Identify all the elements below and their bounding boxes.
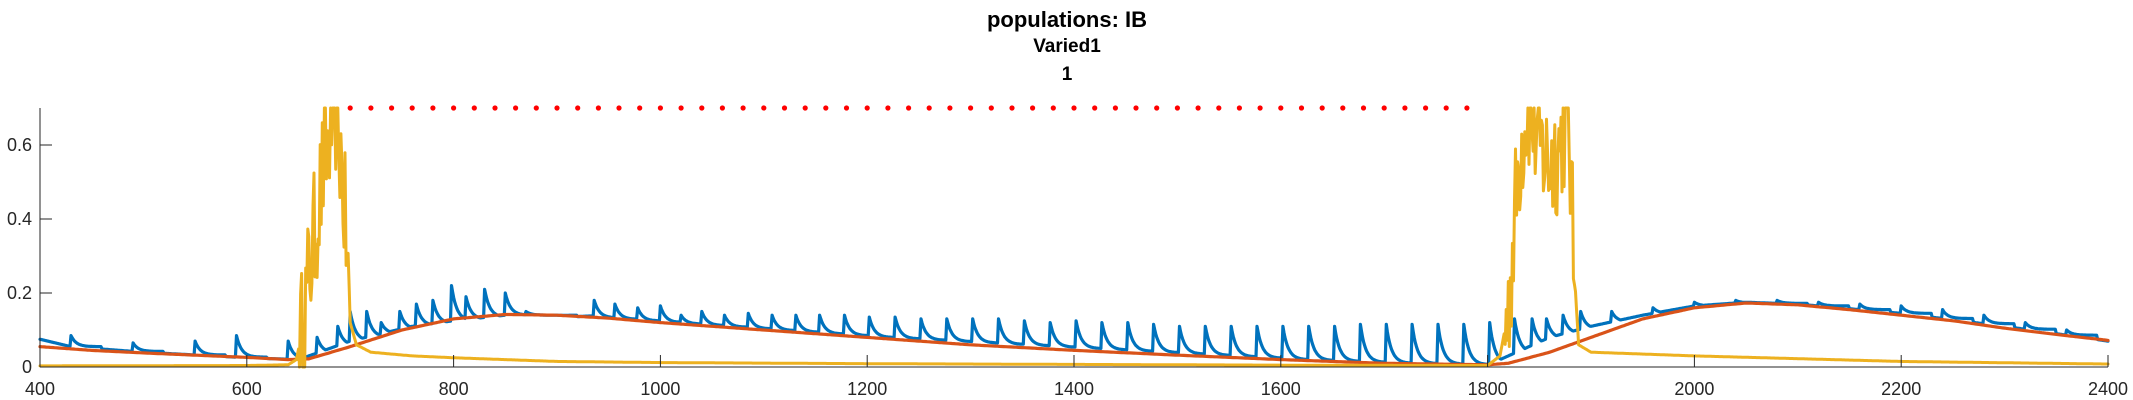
red-dot-marker	[885, 105, 891, 111]
red-dot-marker	[1236, 105, 1242, 111]
red-dot-marker	[947, 105, 953, 111]
y-tick-label: 0.4	[7, 209, 32, 229]
series-line-yellow	[38, 106, 2110, 369]
red-dot-marker	[1050, 105, 1056, 111]
red-dot-marker	[1319, 105, 1325, 111]
red-dot-marker	[451, 105, 457, 111]
red-dot-marker	[906, 105, 912, 111]
red-dot-marker	[368, 105, 374, 111]
red-dot-marker	[1360, 105, 1367, 111]
red-dot-marker	[471, 105, 477, 111]
red-dot-marker	[1381, 105, 1387, 111]
red-dot-marker	[533, 105, 539, 111]
red-dot-marker	[554, 105, 560, 111]
red-dot-marker	[740, 105, 746, 111]
red-dot-marker	[347, 105, 353, 111]
x-tick-label: 1600	[1261, 379, 1301, 399]
x-tick-label: 2000	[1674, 379, 1714, 399]
chart-subtitle-2: 1	[1062, 64, 1073, 85]
y-axis-ticks: 0 0.2 0.4 0.6	[7, 135, 52, 377]
red-dot-marker	[1298, 105, 1305, 111]
x-tick-label: 1400	[1054, 379, 1094, 399]
red-dot-marker	[637, 105, 643, 111]
y-tick-label: 0.2	[7, 283, 32, 303]
x-tick-label: 1200	[847, 379, 887, 399]
series-layer	[38, 105, 2110, 369]
x-tick-label: 400	[25, 379, 55, 399]
chart-subtitle: Varied1	[1033, 36, 1101, 57]
series-line-orange	[38, 301, 2110, 367]
red-dot-marker	[409, 105, 415, 111]
red-dot-marker	[1092, 105, 1098, 111]
red-dot-marker	[1278, 105, 1284, 111]
plot-area: 400 600 800 1000 1200 1400 1600 1800 2000 2200 240…	[7, 105, 2128, 399]
red-dot-marker	[988, 105, 994, 111]
red-dot-marker	[513, 105, 519, 111]
y-tick-label: 0	[22, 357, 32, 377]
red-dot-marker	[430, 105, 436, 111]
red-dot-marker	[1464, 105, 1470, 111]
red-dot-marker	[823, 105, 829, 111]
red-dot-marker	[1071, 105, 1077, 111]
red-dot-marker	[1174, 105, 1180, 111]
red-dot-marker	[1195, 105, 1201, 111]
y-tick-label: 0.6	[7, 135, 32, 155]
red-dot-marker	[926, 105, 932, 111]
x-tick-label: 2400	[2088, 379, 2128, 399]
red-dot-marker	[699, 105, 705, 111]
red-dot-marker	[843, 105, 850, 111]
red-dot-marker	[1443, 105, 1449, 111]
red-dot-marker	[575, 105, 581, 111]
red-dot-marker	[389, 105, 395, 111]
x-tick-label: 800	[439, 379, 469, 399]
red-dot-marker	[492, 105, 498, 111]
red-dot-marker	[802, 105, 808, 111]
red-dot-marker	[1257, 105, 1263, 111]
red-dot-marker	[616, 105, 622, 111]
red-dot-marker	[719, 105, 726, 111]
red-dot-marker	[1133, 105, 1139, 111]
red-dot-marker	[595, 105, 602, 111]
red-dot-marker	[1402, 105, 1408, 111]
red-dot-marker	[864, 105, 870, 111]
x-tick-label: 2200	[1881, 379, 1921, 399]
x-tick-label: 1800	[1468, 379, 1508, 399]
red-dot-marker	[1423, 105, 1429, 111]
red-dot-marker	[781, 105, 788, 111]
red-dot-marker	[1154, 105, 1160, 111]
red-dot-marker	[1030, 105, 1036, 111]
x-tick-label: 600	[232, 379, 262, 399]
red-dot-marker	[1340, 105, 1346, 111]
red-dot-marker	[761, 105, 767, 111]
red-dot-marker	[1216, 105, 1222, 111]
chart-title: populations: IB	[987, 7, 1147, 32]
red-dot-marker	[968, 105, 974, 111]
red-dot-marker	[1009, 105, 1015, 111]
red-dot-marker	[1112, 105, 1118, 111]
series-dotted-red	[347, 105, 1470, 111]
red-dot-marker	[657, 105, 664, 111]
x-tick-label: 1000	[640, 379, 680, 399]
red-dot-marker	[678, 105, 684, 111]
x-axis-ticks: 400 600 800 1000 1200 1400 1600 1800 2000 2200 240…	[25, 355, 2128, 399]
